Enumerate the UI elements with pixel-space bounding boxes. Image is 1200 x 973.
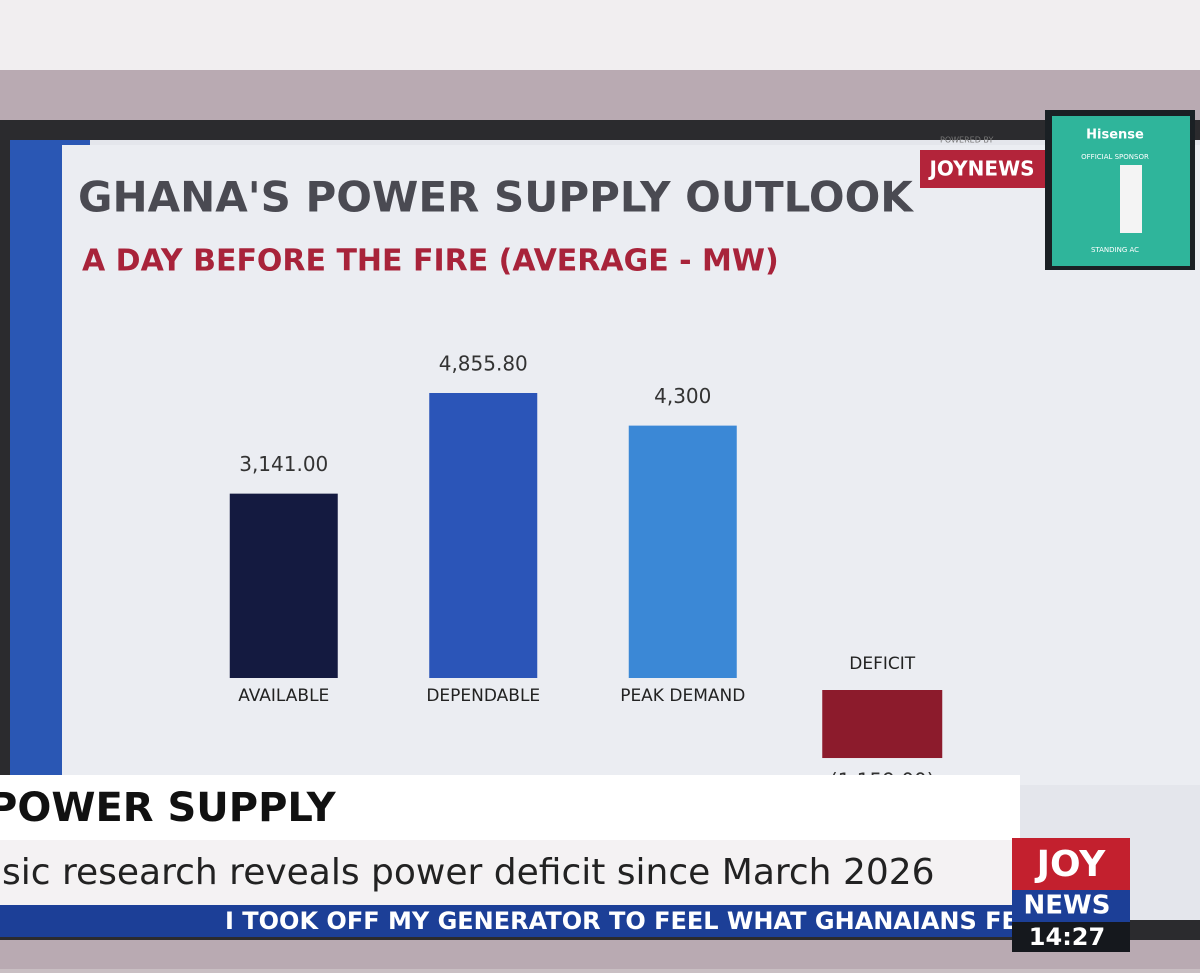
logo-top-box — [1012, 838, 1130, 890]
bar — [822, 690, 943, 759]
logo-top: JOY — [1034, 844, 1107, 885]
sponsor-product-image — [1120, 165, 1142, 233]
headline-band — [0, 775, 1020, 840]
x-tick-label: PEAK DEMAND — [620, 686, 745, 706]
subheadline-band — [0, 840, 1020, 905]
value-label: 3,141.00 — [239, 452, 328, 476]
headline: POWER SUPPLY — [0, 785, 337, 831]
logo-bottom: NEWS — [1024, 891, 1111, 921]
bar — [628, 425, 737, 678]
chart-title: GHANA'S POWER SUPPLY OUTLOOK — [78, 173, 914, 222]
monitor-top — [0, 0, 1200, 70]
clock: 14:27 — [1029, 923, 1105, 951]
sponsor-product: STANDING AC — [1091, 246, 1139, 254]
value-label: 4,300 — [654, 384, 711, 408]
x-tick-label: DEFICIT — [849, 654, 916, 674]
bar — [229, 493, 338, 678]
logo-bottom-box — [1012, 890, 1130, 922]
bar — [429, 393, 538, 678]
powered-by: POWERED BY — [940, 136, 993, 145]
plot: 3,141.00 AVAILABLE 4,855.80 DEPENDABLE 4,300… — [229, 352, 943, 793]
sponsor-note: OFFICIAL SPONSOR — [1081, 153, 1149, 161]
clock-box — [1012, 922, 1130, 952]
chart-subtitle: A DAY BEFORE THE FIRE (AVERAGE - MW) — [82, 244, 779, 279]
brand-box — [920, 150, 1045, 188]
brand: JOYNEWS — [927, 157, 1034, 181]
subheadline: sic research reveals power deficit since… — [2, 852, 935, 893]
sponsor: Hisense — [1086, 128, 1144, 143]
x-tick-label: AVAILABLE — [238, 686, 329, 706]
ticker: I TOOK OFF MY GENERATOR TO FEEL WHAT GHA… — [225, 907, 1050, 935]
value-label: 4,855.80 — [439, 352, 528, 376]
ticker-band — [0, 905, 1020, 937]
x-tick-label: DEPENDABLE — [426, 686, 540, 706]
